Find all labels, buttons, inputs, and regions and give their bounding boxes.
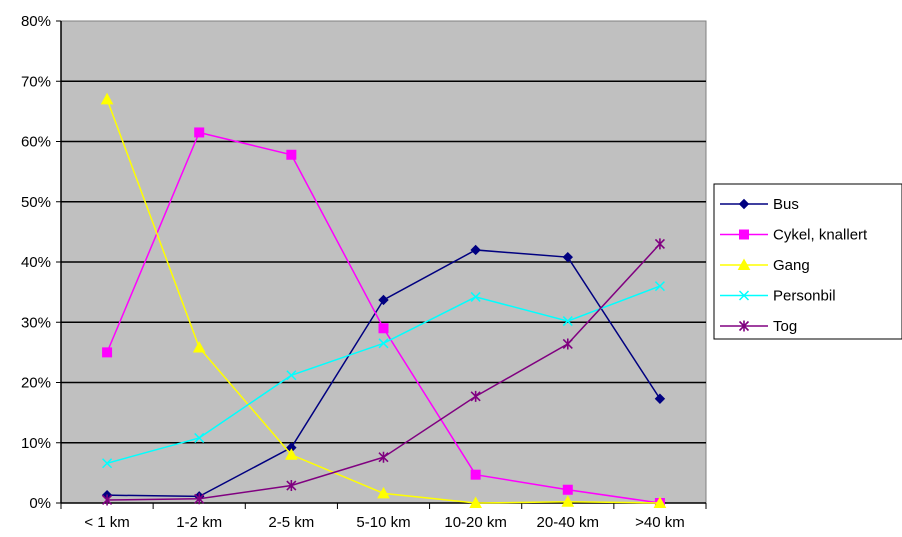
y-tick-label: 0% — [29, 495, 51, 512]
legend-label: Cykel, knallert — [773, 227, 868, 244]
data-point — [102, 347, 113, 358]
y-tick-label: 50% — [21, 194, 51, 211]
y-tick-labels: 0% 10% 20% 30% 40% 50% 60% 70% 80% — [21, 13, 61, 512]
data-point — [653, 496, 667, 508]
series-3 — [102, 281, 665, 469]
data-point — [102, 494, 113, 506]
y-tick-label: 70% — [21, 73, 51, 90]
data-point — [192, 341, 206, 353]
y-tick-label: 40% — [21, 254, 51, 271]
data-point — [469, 496, 482, 508]
x-tick-label: < 1 km — [84, 514, 129, 531]
data-point — [378, 451, 389, 463]
x-tick-label: 2-5 km — [268, 514, 314, 531]
series-2 — [100, 92, 667, 508]
data-point — [100, 92, 114, 105]
data-point — [470, 291, 481, 302]
data-point — [654, 281, 665, 292]
data-point — [286, 480, 297, 492]
data-point — [562, 316, 573, 327]
x-tick-label: 5-10 km — [356, 514, 410, 531]
legend-marker — [738, 198, 750, 210]
data-point — [378, 338, 389, 349]
legend-marker — [738, 290, 750, 301]
data-point — [562, 484, 573, 495]
gridlines — [61, 80, 706, 444]
data-point — [561, 495, 575, 507]
legend-label: Bus — [773, 196, 799, 213]
y-tick-label: 10% — [21, 435, 51, 452]
legend-item: Gang — [720, 257, 810, 274]
legend-marker — [737, 258, 751, 270]
y-tick-label: 20% — [21, 375, 51, 392]
legend-marker — [738, 320, 750, 332]
data-point — [285, 448, 298, 460]
data-point — [377, 486, 390, 499]
data-point — [194, 493, 205, 505]
data-point — [654, 393, 666, 404]
legend-item: Cykel, knallert — [720, 227, 868, 244]
legend-item: Bus — [720, 196, 799, 213]
legend-label: Personbil — [773, 288, 836, 305]
x-tick-label: >40 km — [635, 514, 685, 531]
legend-label: Gang — [773, 257, 810, 274]
data-point — [378, 294, 389, 306]
data-point — [378, 323, 389, 334]
data-point — [562, 251, 573, 263]
x-tick-label: 20-40 km — [537, 514, 600, 531]
data-point — [102, 458, 113, 469]
series-4 — [102, 238, 665, 506]
y-tick-label: 60% — [21, 134, 51, 151]
data-point — [286, 370, 297, 381]
x-tick-label: 10-20 km — [444, 514, 507, 531]
data-point — [470, 244, 481, 256]
data-point — [194, 432, 205, 443]
legend: Bus Cykel, knallert Gang Personbil Tog — [713, 183, 902, 340]
series-layer — [100, 92, 667, 508]
data-point — [470, 390, 481, 402]
data-point — [194, 127, 205, 138]
legend-marker — [739, 229, 749, 240]
legend-label: Tog — [773, 318, 797, 335]
legend-item: Personbil — [720, 288, 836, 305]
y-tick-label: 80% — [21, 13, 51, 30]
y-tick-label: 30% — [21, 314, 51, 331]
data-point — [470, 469, 481, 480]
data-point — [562, 338, 573, 350]
data-point — [654, 238, 665, 250]
legend-item: Tog — [720, 318, 797, 335]
data-point — [286, 149, 297, 160]
x-tick-label: 1-2 km — [176, 514, 222, 531]
x-tick-labels: < 1 km 1-2 km 2-5 km 5-10 km 10-20 km 20-40 k… — [60, 503, 707, 531]
